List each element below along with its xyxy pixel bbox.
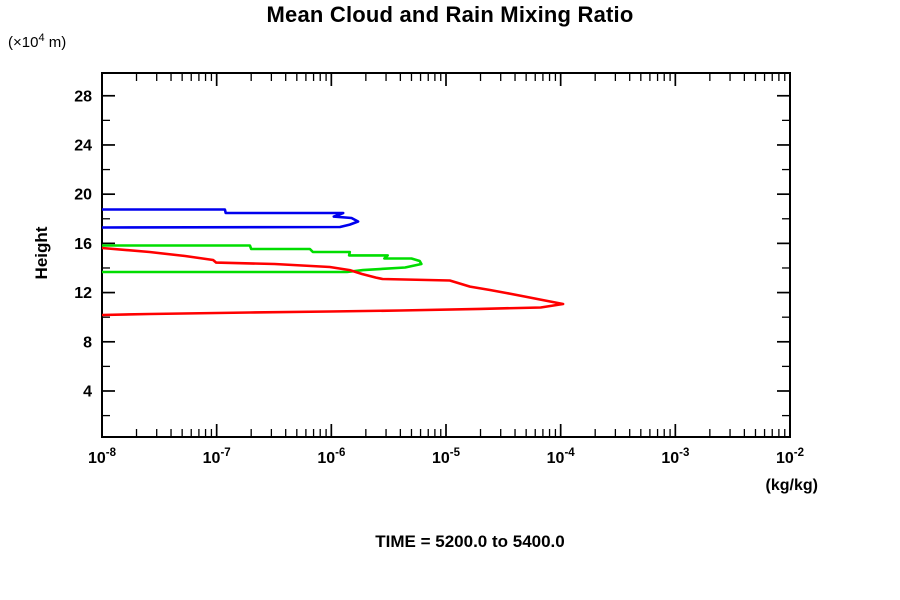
y-tick-label: 28 xyxy=(74,88,92,105)
chart-title: Mean Cloud and Rain Mixing Ratio xyxy=(266,2,634,27)
plot-border xyxy=(101,72,791,438)
x-tick-label: 10-4 xyxy=(547,447,576,467)
y-axis-unit-exponent: 4 xyxy=(38,32,45,44)
y-axis-unit-label: (×104 m) xyxy=(8,32,66,51)
x-tick-label: 10-2 xyxy=(776,447,804,467)
y-tick-label: 4 xyxy=(83,383,92,400)
x-tick-label: 10-7 xyxy=(203,447,231,467)
y-axis-unit-post: m) xyxy=(44,34,67,51)
curve-green-profile xyxy=(102,244,423,274)
y-tick-label: 16 xyxy=(74,236,92,253)
y-tick-label: 24 xyxy=(74,137,92,154)
x-tick-label: 10-6 xyxy=(317,447,345,467)
curve-blue-profile xyxy=(101,208,360,229)
y-axis-unit-pre: (×10 xyxy=(8,34,39,51)
y-tick-label: 8 xyxy=(83,334,92,351)
x-tick-label: 10-8 xyxy=(88,447,117,467)
x-axis-unit-label: (kg/kg) xyxy=(765,477,818,494)
y-tick-label: 12 xyxy=(74,285,92,302)
time-caption: TIME = 5200.0 to 5400.0 xyxy=(375,532,565,551)
curve-red-profile xyxy=(101,246,565,317)
x-tick-label: 10-5 xyxy=(432,447,461,467)
x-tick-label: 10-3 xyxy=(661,447,689,467)
y-tick-label: 20 xyxy=(74,187,92,204)
